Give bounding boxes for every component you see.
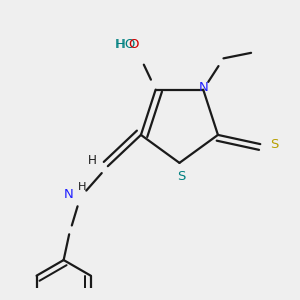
Text: S: S (270, 138, 278, 151)
Text: H: H (115, 38, 125, 51)
Text: H: H (78, 182, 86, 192)
Text: H: H (88, 154, 97, 167)
Text: HO: HO (116, 38, 136, 51)
Text: S: S (177, 170, 185, 183)
Text: N: N (64, 188, 73, 201)
Text: O: O (128, 38, 139, 51)
Text: N: N (199, 81, 209, 94)
